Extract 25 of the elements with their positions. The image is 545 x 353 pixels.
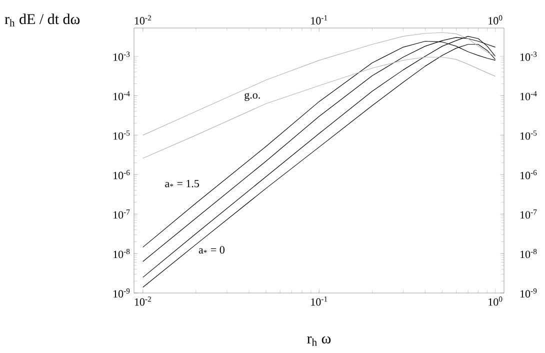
annotation: a$_{*}$ = 0: [198, 246, 224, 254]
y-axis-title: r$_{h}$ dE / dt dω: [4, 14, 80, 26]
y-tick-label: 10$^{-9}$: [114, 288, 130, 298]
y-tick-label: 10$^{-8}$: [114, 248, 130, 258]
y-tick-label: 10$^{-5}$: [114, 130, 130, 140]
annotation: g.o.: [244, 92, 260, 101]
text: 10$^{0}$: [488, 15, 502, 24]
text: 10$^{-1}$: [311, 15, 328, 24]
text: 10$^{-4}$: [520, 91, 537, 100]
y-tick-label: 10$^{-4}$: [114, 91, 130, 100]
text: 10$^{-7}$: [520, 210, 537, 219]
text: 10$^{-5}$: [520, 130, 537, 140]
x-tick-label: 10$^{-1}$: [311, 296, 328, 306]
text: 10$^{-8}$: [520, 248, 537, 258]
x-tick-label: 10$^{-2}$: [134, 296, 151, 306]
text: 10$^{-3}$: [520, 52, 537, 61]
text: 10$^{-2}$: [134, 15, 151, 24]
annotation: a$_{*}$ = 1.5: [165, 180, 199, 188]
y-tick-label: 10$^{-7}$: [114, 210, 130, 219]
x-axis-title: r$_{h}$ ω: [307, 336, 331, 346]
x-tick-label: 10$^{0}$: [488, 296, 502, 306]
y-tick-label: 10$^{-6}$: [114, 170, 130, 180]
text: 10$^{-9}$: [520, 288, 537, 298]
y-tick-label: 10$^{-3}$: [114, 52, 130, 61]
text: 10$^{-6}$: [520, 170, 537, 180]
